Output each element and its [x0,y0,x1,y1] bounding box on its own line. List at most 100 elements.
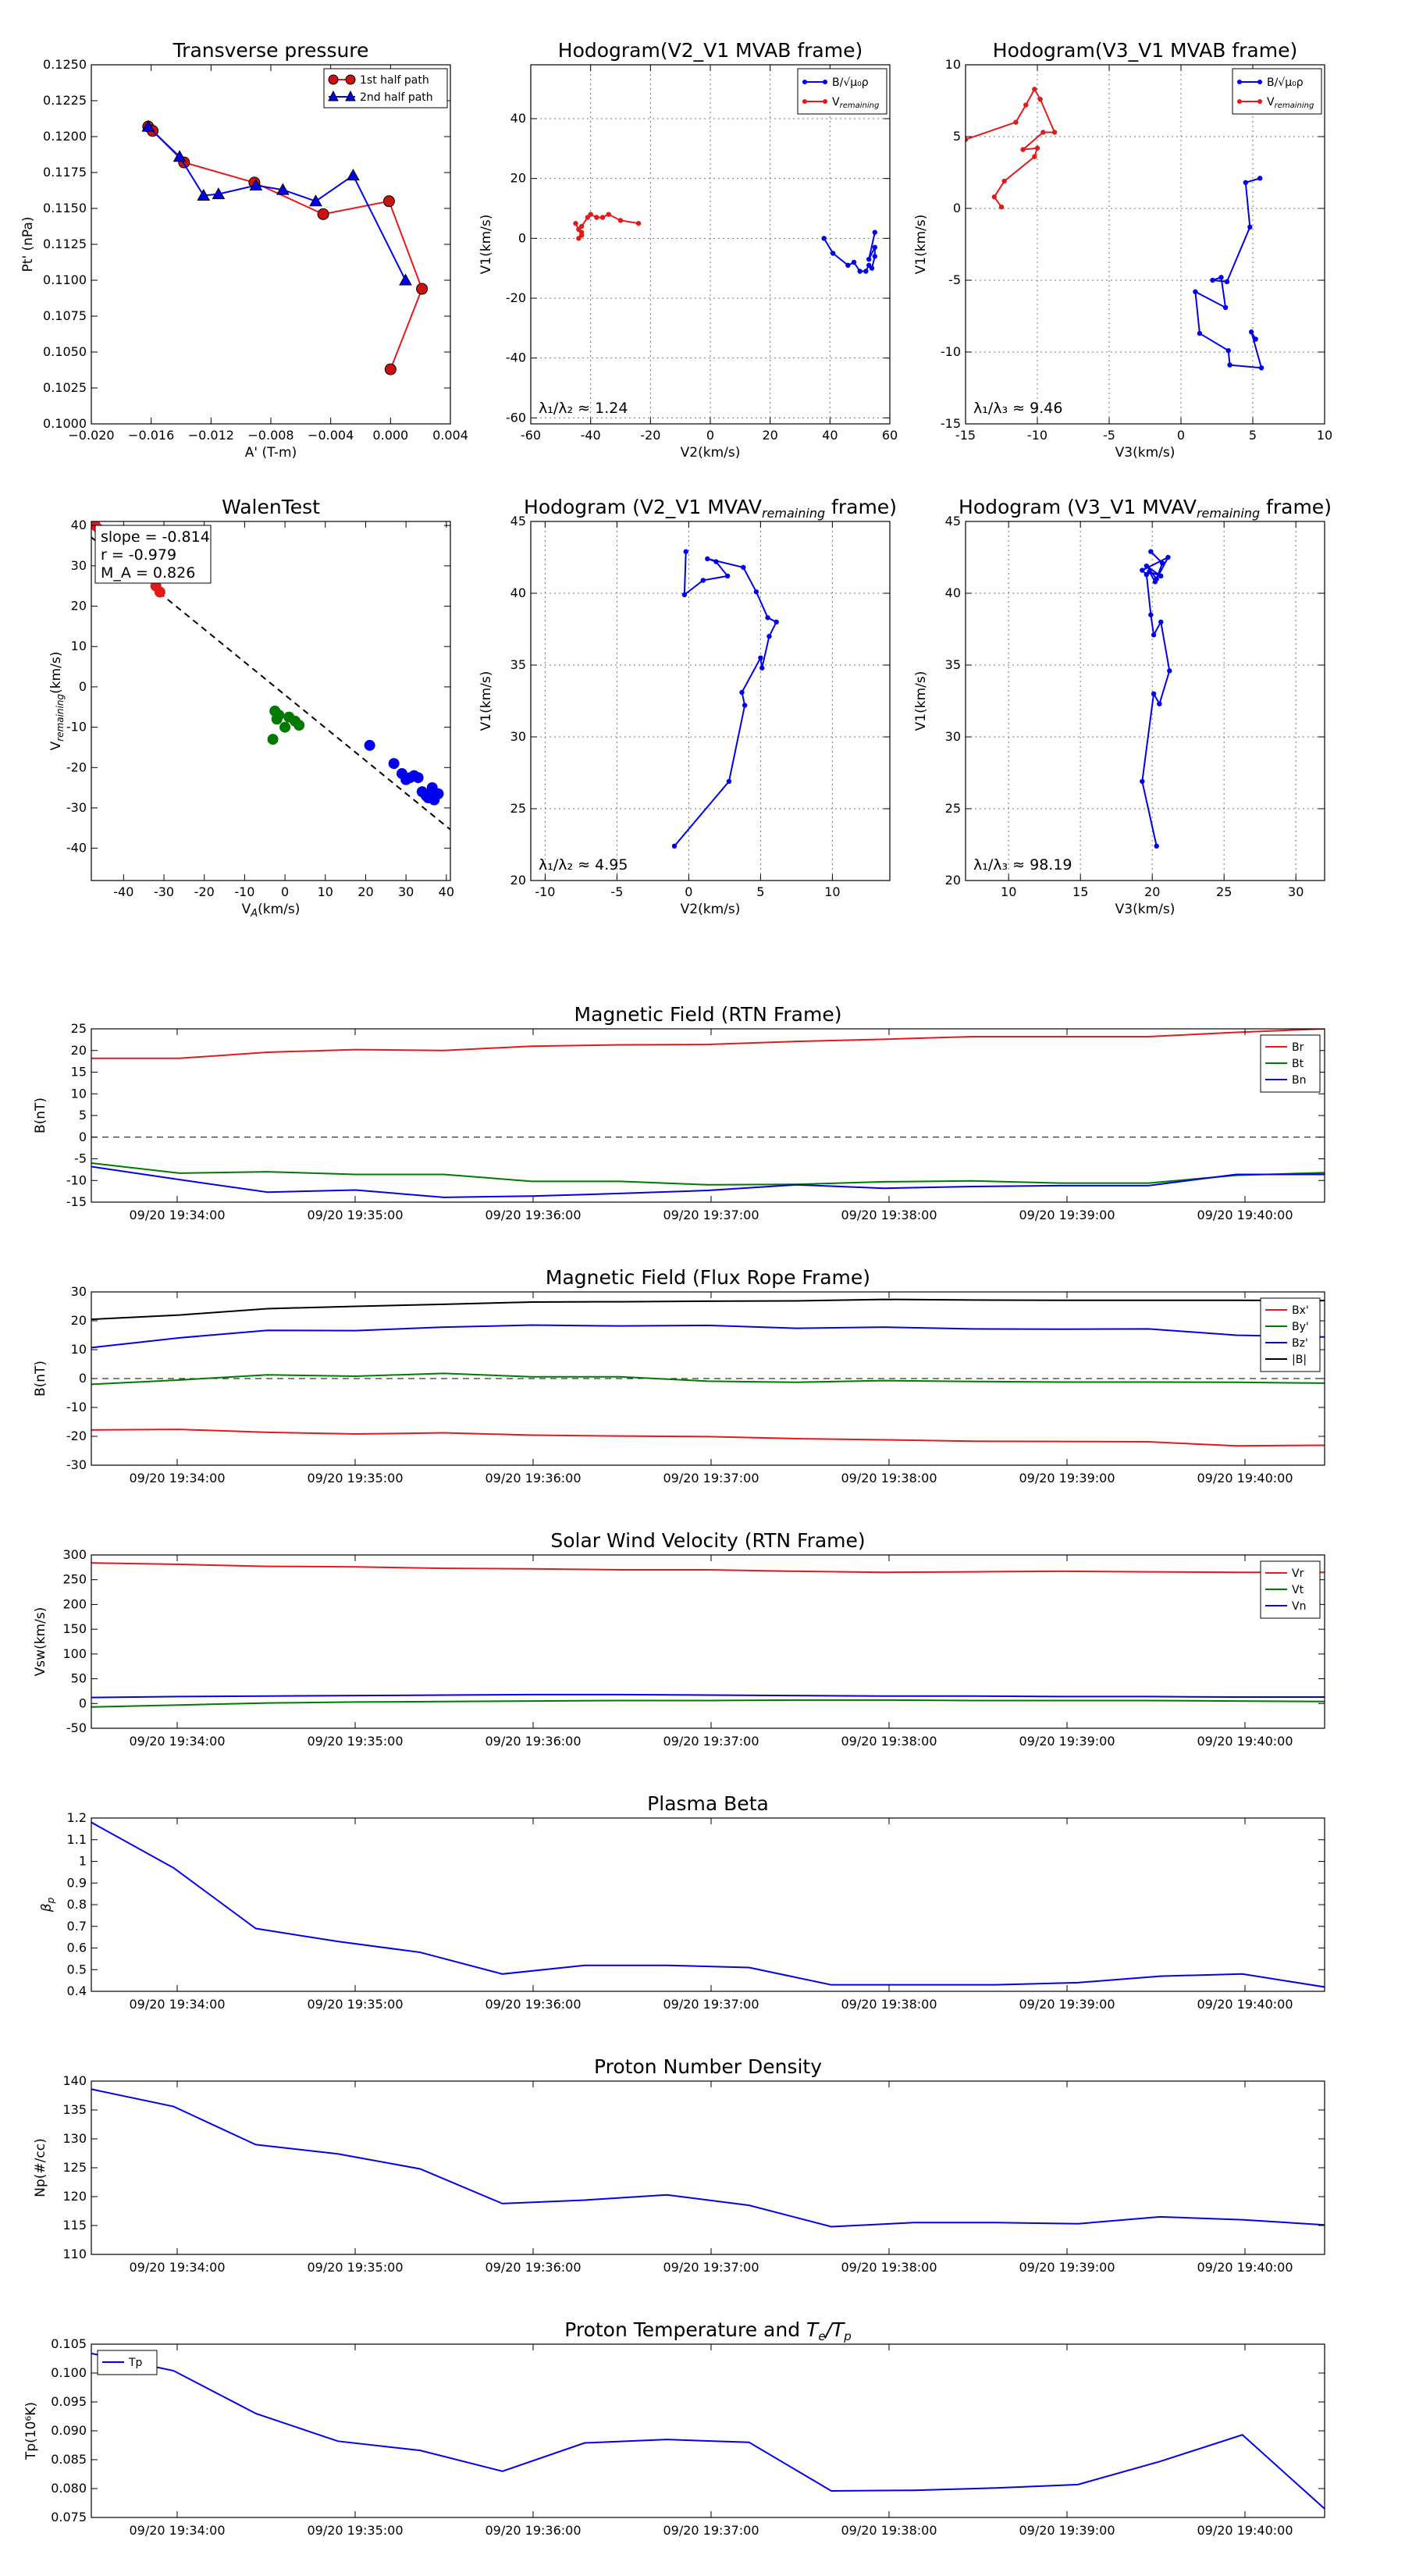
chart-walen: -40 -30 -20 -10 0 10 20 30 40 -40 -30 -20 -10 0 10 20 30… [48,496,454,920]
y-axis-label: V1(km/s) [478,215,494,275]
series-line-Vn [91,1693,1325,1699]
data-point [578,229,585,235]
plot-area [671,549,779,849]
chart-np: 110 115 120 125 130 135 140 09/20 19:34:00 09/20… [33,2055,1325,2275]
legend-label: Vremaining [832,96,879,110]
data-point [382,195,395,208]
y-tick-label: 0.095 [51,2394,87,2409]
legend-label: By' [1292,1321,1309,1333]
data-point [753,589,759,595]
data-point [1144,563,1150,569]
x-tick-label: -40 [113,884,133,899]
series-line-1 [574,213,639,239]
y-axis-label: B(nT) [33,1361,48,1397]
data-point [1140,568,1145,573]
y-tick-label: 30 [71,1284,87,1299]
walen-slope: slope = -0.814 [101,528,210,546]
y-tick-label: 0.1200 [43,129,87,144]
y-tick-label: 0.1025 [43,380,87,395]
y-tick-label: 50 [71,1671,87,1686]
x-tick-label: -20 [194,884,215,899]
chart-title: Hodogram(V2_V1 MVAB frame) [558,39,863,62]
y-tick-label: -30 [66,1457,87,1472]
x-tick-label: 09/20 19:34:00 [129,2523,225,2538]
data-point [1023,102,1029,108]
legend [797,68,887,115]
x-tick-label: 09/20 19:37:00 [663,2523,759,2538]
data-point [845,262,851,269]
x-tick-label: −0.016 [128,428,174,443]
plot-frame [91,64,451,425]
plot-area [91,1821,1325,1988]
data-point [594,215,599,220]
y-tick-label: 0.100 [51,2365,87,2380]
data-point [271,713,283,725]
chart-pt: −0.020 −0.016 −0.012 −0.008 −0.004 0.000 0.004… [20,39,468,461]
y-tick-label: 120 [62,2189,87,2204]
y-tick-label: 40 [510,111,526,126]
y-axis-label: V1(km/s) [913,215,929,275]
x-tick-label: 0.000 [372,428,408,443]
data-point [347,169,360,181]
y-tick-label: -50 [66,1720,87,1735]
data-point [422,792,434,804]
y-tick-label: 20 [71,1043,87,1058]
chart-title: Hodogram(V3_V1 MVAB frame) [993,39,1297,62]
chart-vsw: -50 0 50 100 150 200 250 300 09/20 19:34:00 09/20… [33,1529,1325,1749]
data-point [774,619,779,624]
series-line-Bz' [91,1324,1325,1349]
y-tick-label: 30 [510,729,526,744]
y-tick-label: 140 [62,2073,87,2088]
legend-label: |B| [1292,1354,1307,1366]
y-axis-label: V1(km/s) [478,671,494,731]
y-tick-label: 0.1000 [43,416,87,431]
y-tick-label: 0.9 [67,1875,87,1890]
plot-area [141,119,429,375]
x-tick-label: -30 [154,884,174,899]
legend-marker [802,80,807,84]
y-tick-label: 1.2 [67,1810,87,1825]
legend-marker [1237,99,1242,104]
x-tick-label: 09/20 19:36:00 [485,2523,581,2538]
x-tick-label: -40 [581,428,601,443]
legend-marker [1257,80,1262,84]
y-tick-label: 0.090 [51,2423,87,2438]
x-tick-label: 30 [1288,884,1304,899]
legend-label: Tp [128,2357,143,2369]
data-point [1222,304,1229,311]
data-point [1248,329,1254,335]
x-tick-label: 09/20 19:39:00 [1019,2260,1115,2275]
legend-marker [823,80,827,84]
legend-label: Vt [1292,1584,1304,1596]
data-point [1020,147,1026,152]
legend-label: Vn [1292,1600,1306,1613]
ratio-annotation: λ₁/λ₂ ≈ 4.95 [539,856,628,873]
x-tick-label: 09/20 19:40:00 [1197,2523,1293,2538]
data-point [872,244,878,251]
figure-layer: −0.020 −0.016 −0.012 −0.008 −0.004 0.000 0.004… [20,39,1332,2538]
data-point [1013,119,1019,125]
data-point [998,204,1005,210]
y-tick-label: 0 [79,679,87,694]
data-point [724,573,731,579]
data-point [705,556,710,562]
y-tick-label: 0.085 [51,2452,87,2467]
y-tick-label: 0.1175 [43,165,87,180]
chart-beta: 0.4 0.5 0.6 0.7 0.8 0.9 1 1.1 1.2 09/20 19:34:00 0… [39,1792,1325,2012]
plot-area [91,1029,1325,1198]
data-point [1257,176,1263,181]
legend-label: Bt [1292,1058,1304,1070]
x-tick-label: 09/20 19:38:00 [841,2523,937,2538]
x-tick-label: 40 [822,428,838,443]
series-line-0 [674,551,777,847]
chart-title: Transverse pressure [173,39,369,62]
chart-title: Hodogram (V3_V1 MVAVremaining frame) [959,496,1332,521]
data-point [1034,145,1040,151]
data-point [671,843,678,849]
series-line-Bt [91,1162,1325,1186]
data-point [758,655,763,660]
y-tick-label: 115 [62,2218,87,2233]
data-point [1148,612,1154,617]
x-tick-label: 10 [1317,428,1332,443]
